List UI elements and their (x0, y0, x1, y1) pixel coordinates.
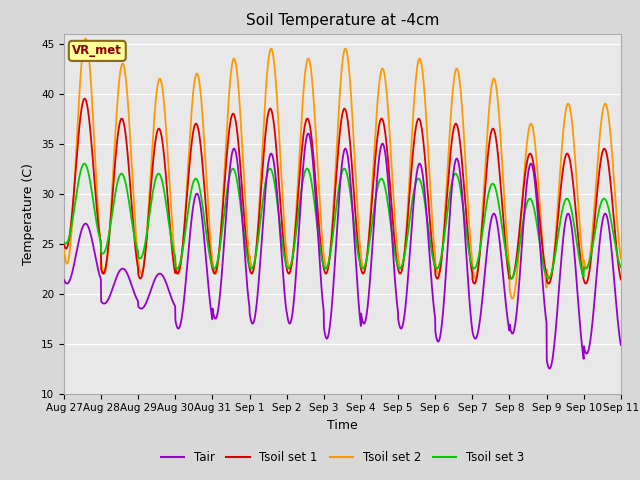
Line: Tair: Tair (64, 133, 621, 369)
Tair (568, 228, 576, 233)
Tair (504, 322, 512, 327)
Tsoil set 3 (545, 276, 552, 281)
Tsoil set 2 (216, 246, 223, 252)
Line: Tsoil set 1: Tsoil set 1 (64, 98, 621, 284)
Title: Soil Temperature at -4cm: Soil Temperature at -4cm (246, 13, 439, 28)
Tsoil set 3 (371, 201, 379, 206)
Tsoil set 2 (568, 120, 576, 125)
Tsoil set 3 (359, 266, 367, 272)
Tsoil set 1 (216, 244, 223, 250)
Tsoil set 3 (584, 264, 591, 269)
Tsoil set 3 (568, 210, 576, 216)
Line: Tsoil set 3: Tsoil set 3 (64, 164, 621, 278)
Tair (216, 299, 223, 304)
Tsoil set 2 (359, 264, 367, 269)
X-axis label: Time: Time (327, 419, 358, 432)
Tsoil set 1 (81, 96, 88, 101)
Tsoil set 2 (81, 36, 89, 41)
Tsoil set 2 (504, 253, 512, 259)
Tsoil set 2 (509, 296, 516, 301)
Tair (546, 366, 554, 372)
Tsoil set 1 (504, 270, 512, 276)
Y-axis label: Temperature (C): Temperature (C) (22, 163, 35, 264)
Tsoil set 1 (568, 169, 575, 175)
Text: VR_met: VR_met (72, 44, 122, 58)
Tair (305, 131, 312, 136)
Tsoil set 1 (359, 271, 367, 276)
Legend: Tair, Tsoil set 1, Tsoil set 2, Tsoil set 3: Tair, Tsoil set 1, Tsoil set 2, Tsoil se… (156, 446, 529, 469)
Tsoil set 3 (81, 161, 88, 167)
Tair (60, 277, 68, 283)
Tsoil set 2 (371, 140, 379, 145)
Line: Tsoil set 2: Tsoil set 2 (64, 38, 621, 299)
Tsoil set 1 (371, 162, 379, 168)
Tair (359, 319, 367, 324)
Tsoil set 1 (617, 276, 625, 282)
Tsoil set 1 (582, 281, 589, 287)
Tsoil set 2 (617, 255, 625, 261)
Tair (584, 350, 591, 356)
Tsoil set 2 (584, 265, 591, 271)
Tsoil set 3 (216, 247, 223, 253)
Tair (617, 342, 625, 348)
Tsoil set 1 (60, 241, 68, 247)
Tsoil set 2 (60, 247, 68, 252)
Tsoil set 3 (504, 261, 512, 266)
Tsoil set 3 (617, 264, 625, 270)
Tsoil set 1 (584, 278, 591, 284)
Tsoil set 3 (60, 239, 68, 245)
Tair (371, 207, 379, 213)
